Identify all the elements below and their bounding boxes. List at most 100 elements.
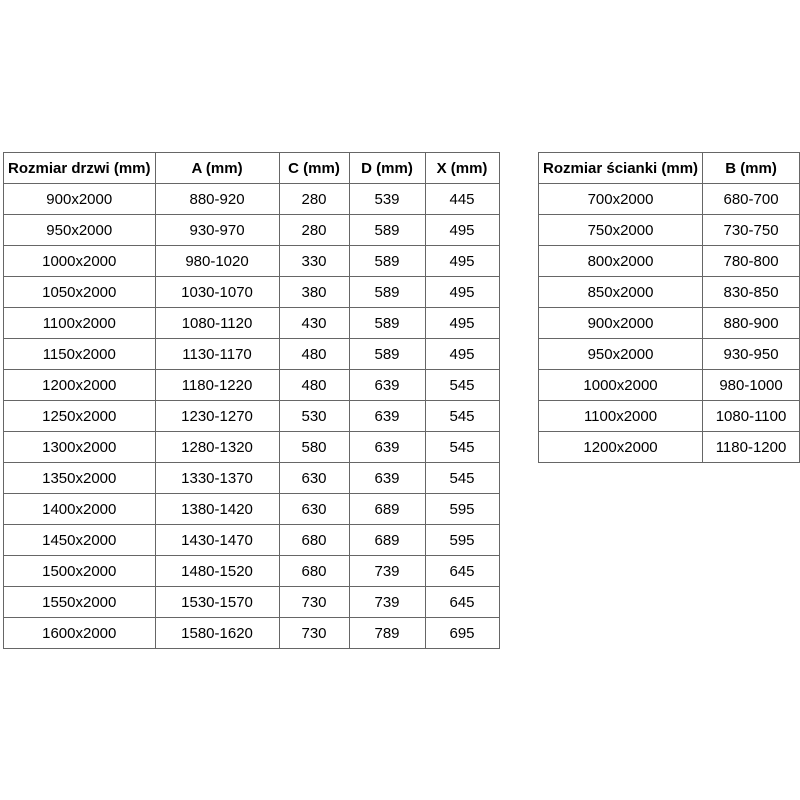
table-cell: 1000x2000: [3, 245, 156, 277]
table-cell: 545: [424, 400, 500, 432]
table-row: 1050x2000 1030-1070 380 589 495: [3, 276, 500, 308]
table-cell: 589: [348, 338, 426, 370]
table-cell: 800x2000: [537, 245, 704, 277]
table-row: 1500x2000 1480-1520 680 739 645: [3, 555, 500, 587]
table-row: 1450x2000 1430-1470 680 689 595: [3, 524, 500, 556]
table-cell: 589: [348, 245, 426, 277]
table-row: 1600x2000 1580-1620 730 789 695: [3, 617, 500, 649]
table-cell: 580: [278, 431, 350, 463]
header-row: Rozmiar drzwi (mm) A (mm) C (mm) D (mm) X (m…: [3, 152, 500, 184]
table-cell: 1400x2000: [3, 493, 156, 525]
table-cell: 880-920: [154, 183, 280, 215]
table-cell: 980-1000: [702, 369, 800, 401]
table-row: 1250x2000 1230-1270 530 639 545: [3, 400, 500, 432]
table-cell: 539: [348, 183, 426, 215]
table-cell: 1300x2000: [3, 431, 156, 463]
table-cell: 545: [424, 431, 500, 463]
table-cell: 330: [278, 245, 350, 277]
table-row: 1300x2000 1280-1320 580 639 545: [3, 431, 500, 463]
table-cell: 495: [424, 214, 500, 246]
table-cell: 645: [424, 586, 500, 618]
table-cell: 1180-1220: [154, 369, 280, 401]
table-cell: 750x2000: [537, 214, 704, 246]
table-cell: 1280-1320: [154, 431, 280, 463]
table-row: 750x2000 730-750: [537, 214, 800, 246]
table-cell: 589: [348, 307, 426, 339]
table-row: 1100x2000 1080-1120 430 589 495: [3, 307, 500, 339]
table-cell: 495: [424, 276, 500, 308]
table-cell: 630: [278, 462, 350, 494]
table-cell: 1050x2000: [3, 276, 156, 308]
table-row: 950x2000 930-970 280 589 495: [3, 214, 500, 246]
wall-panel-size-table: Rozmiar ścianki (mm) B (mm) 700x2000 680-70…: [537, 152, 800, 463]
table-cell: 730: [278, 617, 350, 649]
table-cell: 980-1020: [154, 245, 280, 277]
table-cell: 950x2000: [3, 214, 156, 246]
column-header: B (mm): [702, 152, 800, 184]
table-cell: 1180-1200: [702, 431, 800, 463]
table-cell: 1500x2000: [3, 555, 156, 587]
column-header: C (mm): [278, 152, 350, 184]
table-cell: 1230-1270: [154, 400, 280, 432]
table-row: 1000x2000 980-1000: [537, 369, 800, 401]
table-row: 1200x2000 1180-1220 480 639 545: [3, 369, 500, 401]
table-cell: 1200x2000: [537, 431, 704, 463]
table-cell: 695: [424, 617, 500, 649]
table-cell: 900x2000: [3, 183, 156, 215]
table-row: 700x2000 680-700: [537, 183, 800, 215]
table-cell: 900x2000: [537, 307, 704, 339]
table-cell: 1080-1100: [702, 400, 800, 432]
table-cell: 445: [424, 183, 500, 215]
column-header: Rozmiar ścianki (mm): [537, 152, 704, 184]
table-row: 1000x2000 980-1020 330 589 495: [3, 245, 500, 277]
table-row: 1150x2000 1130-1170 480 589 495: [3, 338, 500, 370]
table-cell: 1030-1070: [154, 276, 280, 308]
table-cell: 730-750: [702, 214, 800, 246]
table-cell: 480: [278, 369, 350, 401]
table-cell: 1550x2000: [3, 586, 156, 618]
door-size-table: Rozmiar drzwi (mm) A (mm) C (mm) D (mm) X (m…: [3, 152, 500, 649]
table-row: 1200x2000 1180-1200: [537, 431, 800, 463]
table-cell: 1600x2000: [3, 617, 156, 649]
table-cell: 739: [348, 586, 426, 618]
table-row: 1550x2000 1530-1570 730 739 645: [3, 586, 500, 618]
table-cell: 930-950: [702, 338, 800, 370]
column-header: D (mm): [348, 152, 426, 184]
table-cell: 780-800: [702, 245, 800, 277]
table-cell: 380: [278, 276, 350, 308]
table-cell: 430: [278, 307, 350, 339]
table-cell: 1430-1470: [154, 524, 280, 556]
table-row: 1350x2000 1330-1370 630 639 545: [3, 462, 500, 494]
table-cell: 680: [278, 524, 350, 556]
table-cell: 495: [424, 338, 500, 370]
table-cell: 680: [278, 555, 350, 587]
table-cell: 630: [278, 493, 350, 525]
table-cell: 789: [348, 617, 426, 649]
table-row: 950x2000 930-950: [537, 338, 800, 370]
table-cell: 1330-1370: [154, 462, 280, 494]
table-cell: 639: [348, 462, 426, 494]
table-cell: 639: [348, 431, 426, 463]
table-cell: 1150x2000: [3, 338, 156, 370]
table-cell: 545: [424, 462, 500, 494]
column-header: Rozmiar drzwi (mm): [3, 152, 156, 184]
table-cell: 739: [348, 555, 426, 587]
table-row: 800x2000 780-800: [537, 245, 800, 277]
table-cell: 1000x2000: [537, 369, 704, 401]
table-cell: 595: [424, 524, 500, 556]
table-cell: 930-970: [154, 214, 280, 246]
table-cell: 1350x2000: [3, 462, 156, 494]
table-cell: 1100x2000: [537, 400, 704, 432]
table-cell: 530: [278, 400, 350, 432]
table-cell: 645: [424, 555, 500, 587]
table-row: 900x2000 880-920 280 539 445: [3, 183, 500, 215]
table-cell: 700x2000: [537, 183, 704, 215]
table-cell: 639: [348, 400, 426, 432]
table-cell: 495: [424, 245, 500, 277]
table-cell: 280: [278, 214, 350, 246]
table-cell: 1450x2000: [3, 524, 156, 556]
table-cell: 639: [348, 369, 426, 401]
header-row: Rozmiar ścianki (mm) B (mm): [537, 152, 800, 184]
column-header: X (mm): [424, 152, 500, 184]
table-cell: 280: [278, 183, 350, 215]
